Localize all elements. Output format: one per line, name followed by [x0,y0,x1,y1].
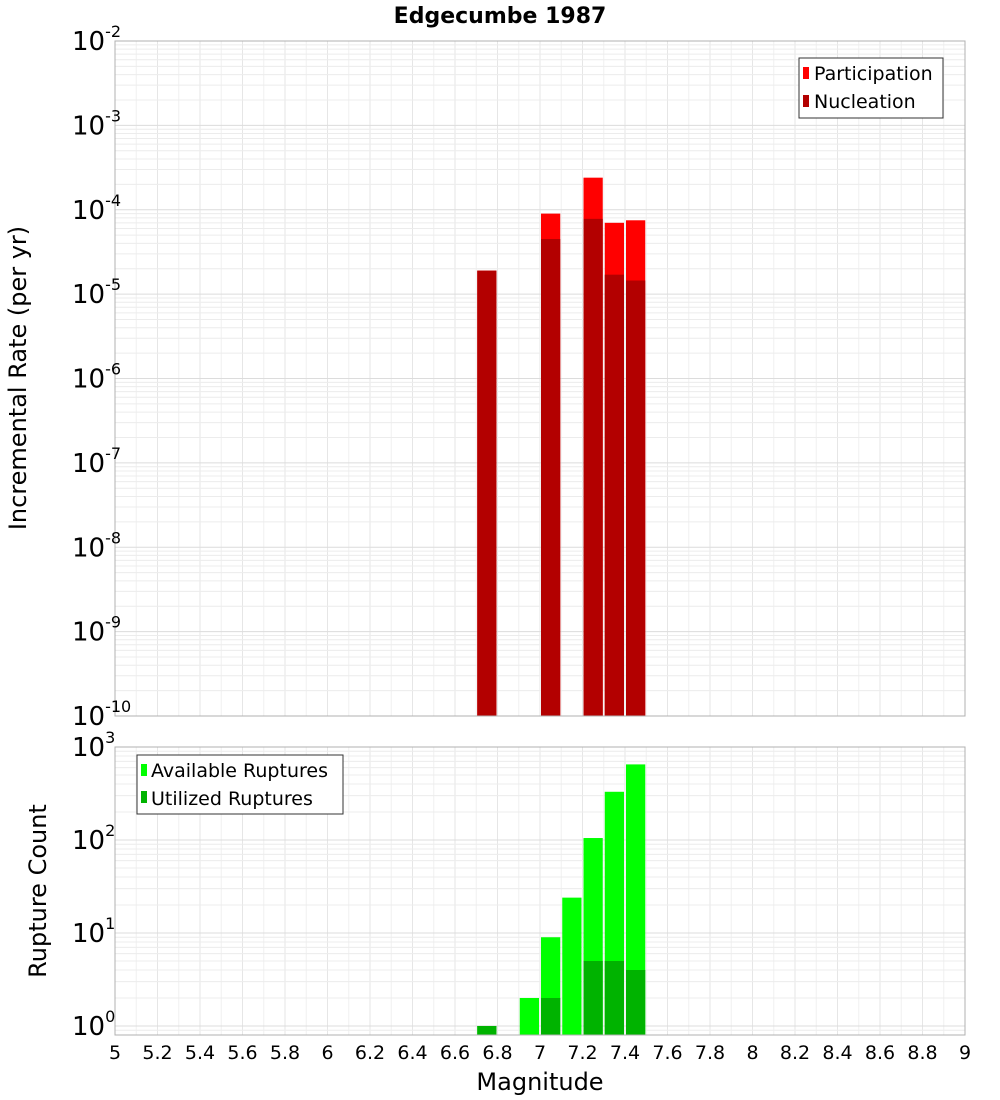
x-tick-label: 8.8 [907,1042,937,1064]
x-tick-label: 8 [746,1042,758,1064]
x-tick-label: 5.4 [185,1042,215,1064]
y-tick-label: 103 [72,728,115,763]
y-tick-label: 10-3 [72,106,121,141]
x-tick-label: 5.8 [270,1042,300,1064]
top-y-axis-label: Incremental Rate (per yr) [4,226,32,530]
bar-nucleation [626,280,646,716]
y-tick-label: 10-6 [72,360,121,395]
chart-title: Edgecumbe 1987 [394,4,607,29]
x-tick-label: 5 [109,1042,121,1064]
x-tick-label: 9 [959,1042,971,1064]
x-tick-label: 7 [534,1042,546,1064]
bar-utilized-ruptures [583,960,603,1035]
legend-swatch-utilized [141,791,147,803]
top-plot: 10-10 10-9 10-8 10-7 10-6 10-5 10-4 10-3 10-2 In… [4,22,966,732]
bottom-y-axis-label: Rupture Count [24,804,52,978]
legend-swatch-nucleation [803,95,809,107]
x-tick-label: 5.2 [142,1042,172,1064]
x-ticks: 5 5.2 5.4 5.6 5.8 6 6.2 6.4 6.6 6.8 7 7.2 7.4 7.6 7.8 8… [109,1042,971,1064]
x-tick-label: 6.8 [482,1042,512,1064]
x-tick-label: 6.2 [355,1042,385,1064]
y-tick-label: 10-7 [72,444,121,479]
legend-label-nucleation: Nucleation [814,91,916,113]
y-tick-label: 10-10 [72,697,131,732]
x-tick-label: 7.8 [695,1042,725,1064]
x-tick-label: 8.2 [780,1042,810,1064]
y-tick-label: 10-4 [72,191,121,226]
x-tick-label: 6 [321,1042,333,1064]
bar-utilized-ruptures [477,1025,497,1035]
y-tick-label: 10-8 [72,528,121,563]
x-tick-label: 8.6 [865,1042,895,1064]
legend-swatch-participation [803,67,809,79]
y-tick-label: 10-9 [72,613,121,648]
legend-label-participation: Participation [814,63,933,85]
x-tick-label: 7.6 [652,1042,682,1064]
x-axis-label: Magnitude [476,1068,603,1096]
x-tick-label: 6.6 [440,1042,470,1064]
bar-nucleation [604,274,624,716]
top-legend-box [798,57,944,119]
bottom-legend: Available Ruptures Utilized Ruptures [136,754,344,815]
legend-swatch-available [141,764,147,776]
y-tick-label: 100 [72,1007,115,1042]
top-bars [477,177,646,717]
bar-nucleation [477,270,497,716]
bar-available-ruptures [562,897,582,1035]
bottom-bars [477,764,646,1035]
bottom-legend-box [136,754,344,815]
x-tick-label: 7.2 [567,1042,597,1064]
bar-nucleation [541,239,561,716]
bar-nucleation [583,218,603,716]
y-tick-label: 101 [72,914,115,949]
legend-label-available: Available Ruptures [151,760,328,782]
bottom-plot-border [114,746,966,1036]
top-legend: Participation Nucleation [798,57,944,119]
bar-available-ruptures [626,764,646,1035]
bar-utilized-ruptures [604,960,624,1035]
x-tick-label: 8.4 [822,1042,852,1064]
y-tick-label: 10-5 [72,275,121,310]
top-plot-border [114,40,966,717]
x-tick-label: 5.6 [227,1042,257,1064]
bar-available-ruptures [519,997,539,1035]
legend-label-utilized: Utilized Ruptures [151,788,313,810]
top-grid [114,40,966,717]
x-tick-label: 6.4 [397,1042,427,1064]
y-tick-label: 10-2 [72,22,121,57]
bar-utilized-ruptures [626,969,646,1035]
y-tick-label: 102 [72,821,115,856]
bottom-y-ticks: 100 101 102 103 [72,728,115,1042]
x-tick-label: 7.4 [610,1042,640,1064]
bottom-plot: 100 101 102 103 Rupture Count Available Rup… [24,728,966,1042]
bar-utilized-ruptures [541,997,561,1035]
